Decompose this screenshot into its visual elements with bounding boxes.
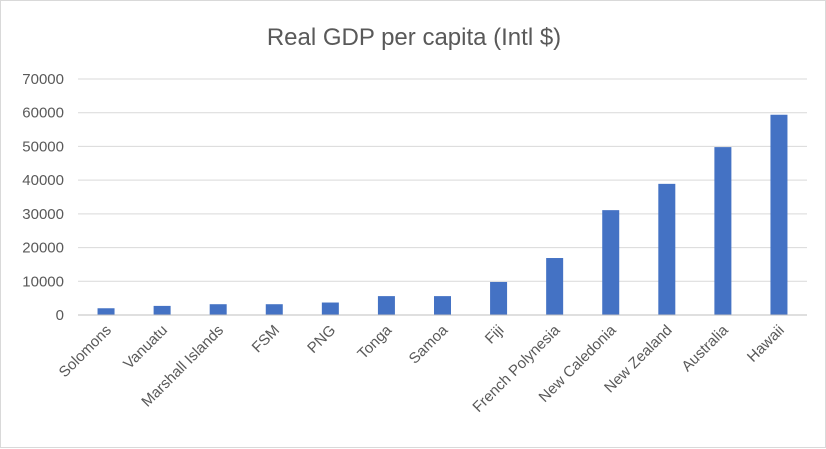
- bar-hawaii: [770, 114, 788, 315]
- x-category-label: Hawaii: [744, 322, 788, 366]
- x-category-label: Samoa: [406, 321, 452, 367]
- y-axis-tick-labels: 0 10000 20000 30000 40000 50000 60000 70000: [22, 71, 64, 324]
- bar-new-caledonia: [602, 210, 620, 315]
- bar-marshall-islands: [209, 304, 227, 315]
- y-tick-label: 50000: [22, 138, 64, 155]
- y-tick-label: 20000: [22, 240, 64, 257]
- bars: [97, 114, 788, 315]
- bar-tonga: [377, 296, 395, 315]
- y-tick-label: 30000: [22, 206, 64, 223]
- bar-vanuatu: [153, 305, 171, 315]
- y-tick-label: 40000: [22, 172, 64, 189]
- x-category-label: Australia: [678, 321, 732, 375]
- bar-samoa: [434, 296, 451, 315]
- x-category-label: Solomons: [56, 322, 115, 381]
- bar-fiji: [490, 281, 508, 315]
- x-category-label: Tonga: [354, 321, 395, 362]
- y-tick-label: 70000: [22, 71, 64, 88]
- y-tick-label: 10000: [22, 273, 64, 290]
- x-category-label: Fiji: [482, 322, 508, 348]
- x-category-label: PNG: [304, 322, 339, 357]
- gridlines: [78, 78, 807, 282]
- bar-fsm: [265, 304, 283, 315]
- chart-title: Real GDP per capita (Intl $): [267, 24, 561, 51]
- bar-french-polynesia: [546, 258, 564, 315]
- x-category-label: Vanuatu: [120, 322, 171, 373]
- x-category-label: FSM: [249, 322, 283, 356]
- bar-solomons: [97, 308, 115, 315]
- y-tick-label: 60000: [22, 105, 64, 122]
- bar-australia: [714, 147, 732, 315]
- y-tick-label: 0: [56, 307, 64, 324]
- bar-png: [321, 302, 339, 315]
- bar-new-zealand: [658, 183, 676, 315]
